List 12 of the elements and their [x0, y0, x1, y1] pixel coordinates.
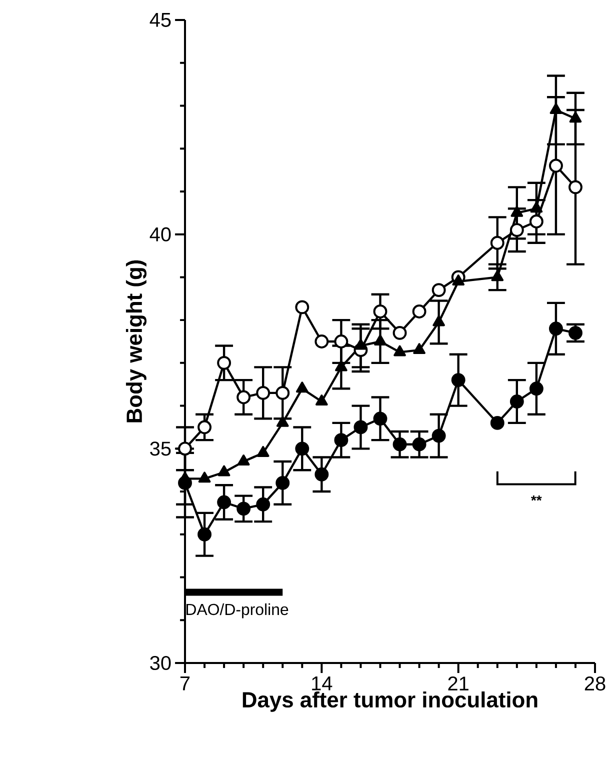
y-tick-label: 45	[150, 13, 171, 27]
x-tick-label: 21	[448, 676, 468, 690]
x-tick-label: 28	[584, 676, 606, 691]
y-tick-label: 35	[150, 442, 171, 456]
annotation: **	[530, 496, 542, 501]
y-tick-label: 30	[150, 656, 171, 670]
x-axis-title: Days after tumor inoculation	[242, 691, 538, 712]
y-tick-label: 40	[150, 227, 171, 242]
x-tick-label: 7	[180, 676, 190, 690]
y-axis-title: Body weight (g)	[126, 260, 146, 422]
annotation: DAO/D-proline	[186, 603, 288, 618]
x-tick-label: 14	[312, 676, 332, 690]
